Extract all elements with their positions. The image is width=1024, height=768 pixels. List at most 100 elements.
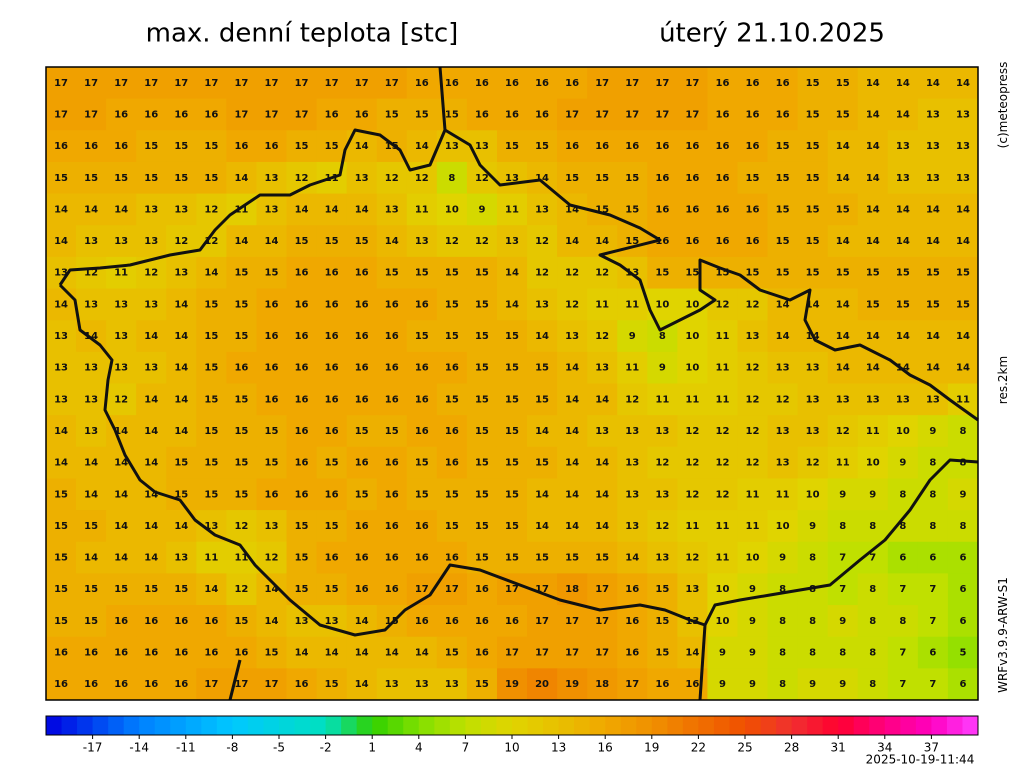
cell xyxy=(647,67,678,100)
cell-value: 14 xyxy=(595,458,609,469)
cell-value: 17 xyxy=(595,616,609,627)
cell-value: 16 xyxy=(265,299,279,310)
cell-value: 14 xyxy=(325,648,339,659)
cell xyxy=(587,67,618,100)
cell-value: 13 xyxy=(776,363,790,374)
cell-value: 11 xyxy=(625,363,639,374)
colorbar-tick-label: -14 xyxy=(129,741,149,755)
cell-value: 16 xyxy=(475,648,489,659)
cell-value: 14 xyxy=(836,299,850,310)
cell xyxy=(767,130,799,163)
cell xyxy=(226,415,257,448)
cell-value: 15 xyxy=(174,458,188,469)
cell xyxy=(76,256,107,290)
cell-value: 15 xyxy=(625,204,639,215)
cell-value: 14 xyxy=(234,236,248,247)
cell xyxy=(557,510,588,543)
cell-value: 16 xyxy=(746,109,760,120)
cell xyxy=(947,288,979,321)
cell-value: 17 xyxy=(265,78,279,89)
cell xyxy=(527,225,558,258)
cell-value: 14 xyxy=(625,553,639,564)
cell-value: 15 xyxy=(204,426,218,437)
colorbar-segment xyxy=(853,716,870,735)
cell-value: 15 xyxy=(776,173,790,184)
cell xyxy=(496,636,528,669)
cell xyxy=(617,573,648,606)
cell xyxy=(557,288,588,321)
cell xyxy=(857,67,889,100)
cell-value: 17 xyxy=(84,109,98,120)
colorbar-tick-label: 34 xyxy=(877,741,892,755)
cell xyxy=(887,193,919,226)
cell-value: 8 xyxy=(839,648,846,659)
cell-value: 15 xyxy=(415,331,429,342)
cell xyxy=(707,98,738,131)
cell xyxy=(827,478,859,511)
cell xyxy=(857,415,889,448)
colorbar-segment xyxy=(139,716,156,735)
cell xyxy=(346,573,378,606)
cell xyxy=(46,573,77,606)
cell-value: 8 xyxy=(959,521,966,532)
cell xyxy=(797,193,829,226)
cell xyxy=(707,383,738,416)
cell-value: 14 xyxy=(866,109,880,120)
cell xyxy=(196,351,227,384)
cell-value: 9 xyxy=(809,521,816,532)
cell-value: 15 xyxy=(956,268,970,279)
cell xyxy=(737,510,769,543)
cell xyxy=(767,383,799,416)
cell xyxy=(707,161,738,195)
cell-value: 13 xyxy=(114,236,128,247)
cell-value: 14 xyxy=(896,236,910,247)
cell-value: 15 xyxy=(655,584,669,595)
cell xyxy=(496,320,528,353)
cell-value: 16 xyxy=(234,141,248,152)
cell xyxy=(196,193,227,226)
cell-value: 16 xyxy=(295,331,309,342)
map-frame xyxy=(45,66,979,701)
map-title: max. denní teplota [stc] xyxy=(146,19,459,49)
cell-value: 13 xyxy=(475,141,489,152)
cell xyxy=(496,415,528,448)
cell-value: 14 xyxy=(565,489,579,500)
cell xyxy=(827,541,859,574)
cell xyxy=(947,320,979,353)
cell xyxy=(196,225,227,258)
cell xyxy=(496,193,528,226)
colorbar-segment xyxy=(543,716,560,735)
cell xyxy=(226,320,257,353)
cell-value: 15 xyxy=(776,204,790,215)
cell-value: 17 xyxy=(505,584,519,595)
cell xyxy=(677,383,708,416)
cell-value: 11 xyxy=(746,489,760,500)
cell xyxy=(346,383,378,416)
cell-value: 16 xyxy=(355,458,369,469)
cell xyxy=(527,67,558,100)
cell-value: 11 xyxy=(715,394,729,405)
cell xyxy=(917,225,949,258)
cell-value: 11 xyxy=(866,426,880,437)
cell-value: 9 xyxy=(749,616,756,627)
cell xyxy=(887,541,919,574)
cell xyxy=(947,510,979,543)
cell xyxy=(406,668,438,701)
cell xyxy=(496,288,528,321)
cell xyxy=(436,193,468,226)
cell-value: 16 xyxy=(685,236,699,247)
cell-value: 16 xyxy=(385,299,399,310)
cell-value: 14 xyxy=(265,236,279,247)
cell xyxy=(587,288,618,321)
cell xyxy=(286,225,318,258)
cell-value: 14 xyxy=(114,489,128,500)
cell-value: 11 xyxy=(685,394,699,405)
cell xyxy=(196,636,227,669)
cell xyxy=(466,193,498,226)
cell xyxy=(887,510,919,543)
cell xyxy=(406,383,438,416)
cell-value: 15 xyxy=(265,426,279,437)
cell xyxy=(76,573,107,606)
colorbar-segment xyxy=(480,716,497,735)
cell xyxy=(106,510,137,543)
